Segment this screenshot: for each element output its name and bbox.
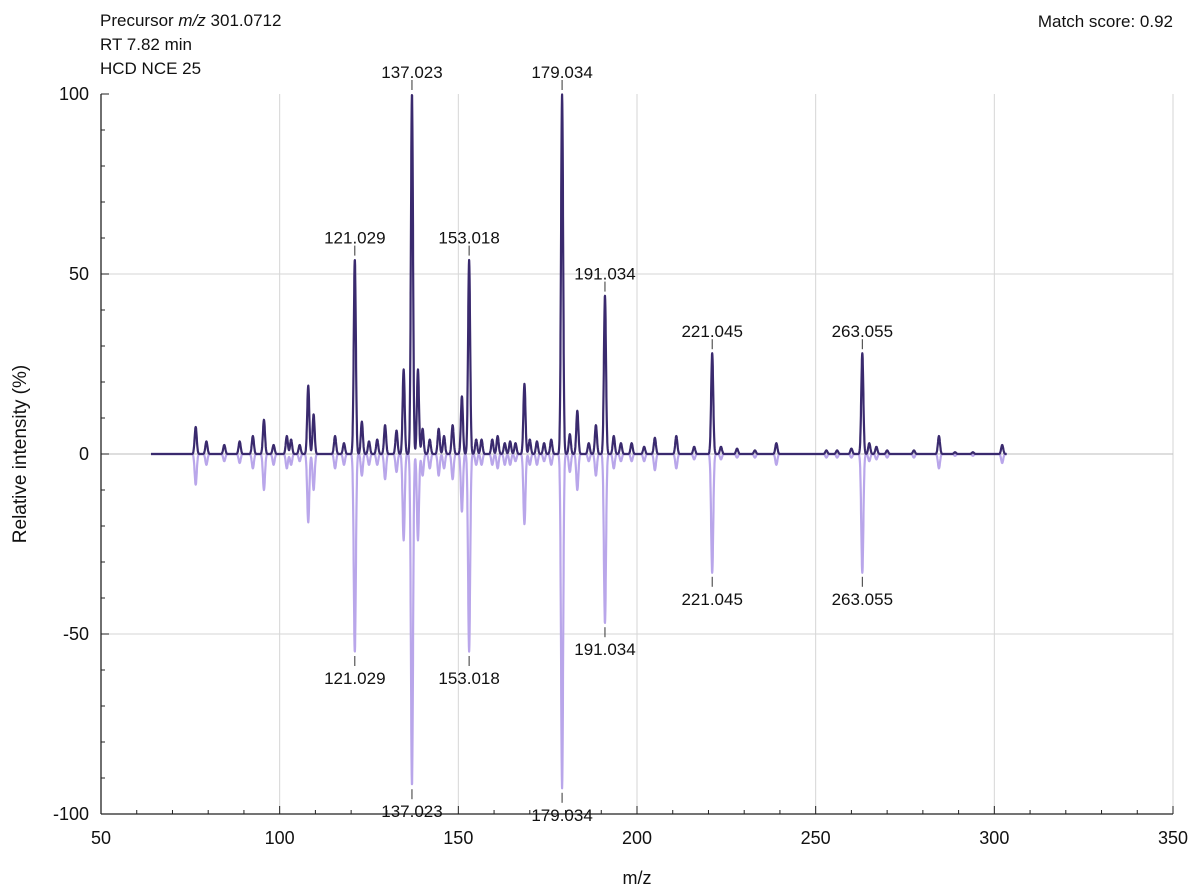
x-tick-label: 300 [979, 828, 1009, 848]
x-tick-label: 150 [443, 828, 473, 848]
precursor-prefix: Precursor [100, 11, 179, 30]
match-score: Match score: 0.92 [1037, 12, 1173, 31]
x-tick-label: 350 [1158, 828, 1188, 848]
precursor-unit: m/z [178, 11, 206, 30]
fragmentation-method: HCD NCE 25 [100, 59, 202, 78]
x-tick-label: 100 [265, 828, 295, 848]
x-axis-label: m/z [623, 868, 652, 888]
peak-label: 221.045 [681, 322, 742, 341]
peak-label: 137.023 [381, 802, 442, 821]
retention-time: RT 7.82 min [100, 35, 192, 54]
y-tick-label: 100 [59, 84, 89, 104]
y-axis-label: Relative intensity (%) [10, 365, 31, 543]
peak-label: 221.045 [681, 590, 742, 609]
x-tick-label: 200 [622, 828, 652, 848]
precursor-value: 301.0712 [205, 11, 282, 30]
peak-label: 153.018 [438, 669, 499, 688]
peak-label: 263.055 [832, 322, 893, 341]
peak-label: 121.029 [324, 669, 385, 688]
peak-label: 191.034 [574, 640, 635, 659]
precursor-line: Precursor m/z 301.0712 [100, 10, 281, 32]
peak-label: 153.018 [438, 229, 499, 248]
y-tick-label: 50 [69, 264, 89, 284]
peak-label: 263.055 [832, 590, 893, 609]
y-tick-label: 0 [79, 444, 89, 464]
experimental-spectrum-trace [150, 93, 1008, 456]
peak-label: 121.029 [324, 229, 385, 248]
peak-label: 179.034 [531, 63, 592, 82]
x-tick-label: 250 [801, 828, 831, 848]
peak-label: 191.034 [574, 265, 635, 284]
y-tick-label: -100 [53, 804, 89, 824]
peak-label: 137.023 [381, 63, 442, 82]
peak-label: 179.034 [531, 806, 592, 825]
y-tick-label: -50 [63, 624, 89, 644]
x-tick-label: 50 [91, 828, 111, 848]
